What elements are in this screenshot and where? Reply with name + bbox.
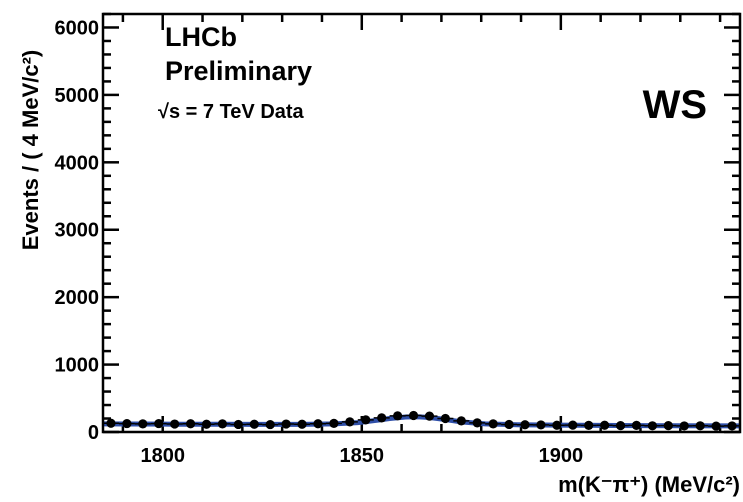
data-point	[504, 419, 514, 430]
data-point	[568, 420, 578, 430]
data-point	[265, 419, 275, 430]
x-tick-label: 1800	[140, 445, 185, 467]
data-point	[217, 419, 228, 429]
data-point	[408, 410, 419, 421]
data-point	[249, 419, 259, 429]
data-point	[424, 411, 435, 421]
status-label: Preliminary	[165, 56, 312, 86]
data-point	[345, 417, 355, 427]
data-point	[584, 420, 594, 430]
data-point	[456, 416, 466, 426]
y-tick-label: 5000	[55, 85, 100, 107]
data-point	[631, 420, 642, 430]
data-point	[122, 418, 132, 429]
data-point	[297, 419, 307, 429]
data-point	[679, 421, 689, 431]
ws-tag: WS	[643, 83, 707, 127]
data-point	[440, 413, 450, 424]
data-point	[472, 418, 482, 428]
data-point	[329, 418, 339, 428]
x-tick-label: 1900	[539, 445, 584, 467]
data-point	[377, 413, 387, 423]
x-tick-labels: 1800 1850 1900	[140, 445, 583, 467]
data-point	[281, 419, 291, 429]
data-point	[233, 419, 243, 430]
y-tick-label: 6000	[55, 17, 100, 39]
data-point	[488, 419, 498, 429]
data-points	[102, 410, 741, 431]
data-point	[170, 419, 180, 429]
axis-ticks	[103, 12, 740, 434]
data-point	[647, 421, 658, 431]
data-point	[552, 420, 562, 430]
data-point	[536, 420, 546, 430]
y-tick-label: 2000	[55, 287, 100, 309]
y-tick-label: 1000	[55, 355, 100, 377]
data-point	[615, 420, 626, 431]
data-point	[185, 419, 196, 429]
data-point	[393, 411, 403, 421]
energy-label: √s = 7 TeV Data	[158, 101, 305, 123]
data-point	[138, 419, 148, 429]
plot-frame	[101, 12, 742, 434]
data-point	[663, 420, 673, 431]
y-axis-title: Events / ( 4 MeV/c²)	[18, 50, 43, 251]
x-axis-title: m(K⁻π⁺) (MeV/c²)	[558, 472, 740, 497]
data-point	[201, 419, 212, 429]
data-point	[313, 419, 323, 429]
data-point	[106, 418, 116, 428]
data-point	[695, 421, 705, 431]
data-point	[520, 420, 530, 430]
data-point	[361, 415, 371, 425]
y-tick-label: 0	[88, 422, 99, 444]
y-tick-label: 4000	[55, 152, 100, 174]
experiment-label: LHCb	[165, 22, 237, 52]
x-tick-label: 1850	[340, 445, 385, 467]
y-tick-label: 3000	[55, 220, 100, 242]
data-point	[711, 421, 721, 431]
data-point	[154, 418, 164, 429]
y-tick-labels: 0 1000 2000 3000 4000 5000 6000	[55, 17, 100, 444]
data-point	[727, 421, 737, 431]
data-point	[600, 420, 610, 430]
